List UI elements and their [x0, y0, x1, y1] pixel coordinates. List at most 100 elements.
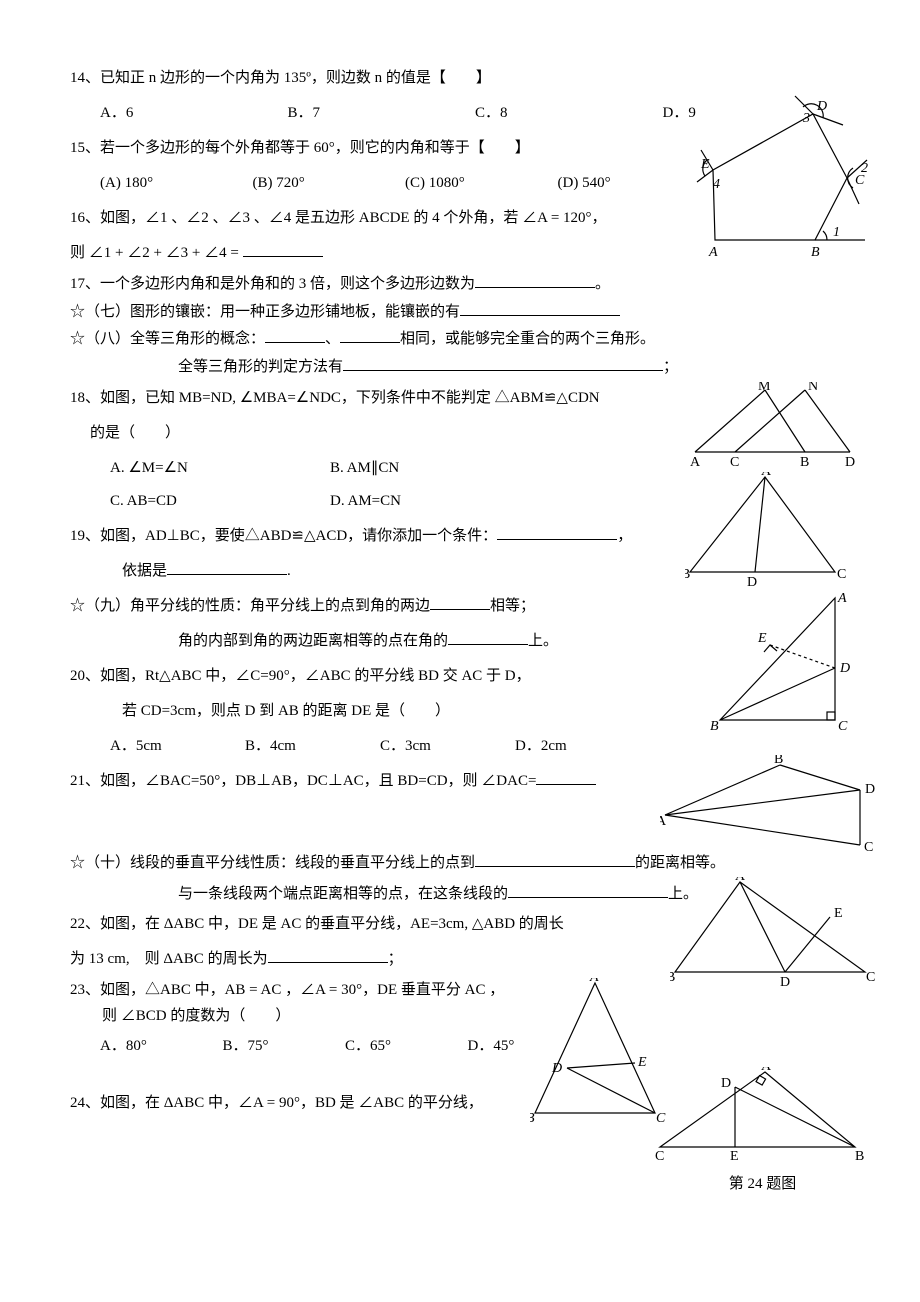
q19-blank1: [497, 525, 617, 540]
svg-text:A: A: [735, 877, 746, 884]
q21-text: 21、如图，∠BAC=50°，DB⊥AB，DC⊥AC，且 BD=CD，则 ∠DA…: [70, 773, 536, 789]
q15-opt-c: (C) 1080°: [405, 167, 558, 200]
s7-blank: [460, 301, 620, 316]
q23-line2: 则 ∠BCD 的度数为（ ）: [102, 1004, 850, 1028]
q21-blank: [536, 770, 596, 785]
svg-text:D: D: [747, 575, 757, 587]
svg-text:4: 4: [713, 177, 720, 192]
svg-text:D: D: [839, 661, 850, 676]
s9-blank1: [430, 595, 490, 610]
svg-text:E: E: [757, 631, 767, 646]
q16-blank: [243, 242, 323, 257]
q18-opt-c: C. AB=CD: [110, 485, 330, 518]
svg-text:3: 3: [802, 111, 810, 126]
q19-l2b: .: [287, 563, 291, 579]
q17: 17、一个多边形内角和是外角和的 3 倍，则这个多边形边数为 。: [70, 272, 850, 298]
q22-l2a: 为 13 cm, 则 ΔABC 的周长为: [70, 951, 268, 967]
svg-text:E: E: [834, 906, 843, 921]
svg-text:E: E: [700, 157, 710, 172]
svg-text:2: 2: [861, 161, 868, 176]
q17-text: 17、一个多边形内角和是外角和的 3 倍，则这个多边形边数为: [70, 276, 475, 292]
s8-c: 相同，或能够完全重合的两个三角形。: [400, 331, 655, 347]
section-8-line1: ☆（八）全等三角形的概念： 、 相同，或能够完全重合的两个三角形。: [70, 327, 850, 353]
q14-opt-b: B．7: [288, 97, 476, 130]
fig-q19: A BC D: [685, 472, 850, 587]
q23-options: A．80° B．75° C．65° D．45°: [100, 1030, 590, 1063]
q19-blank2: [167, 560, 287, 575]
q19-l2a: 依据是: [122, 563, 167, 579]
s8-l2c: ；: [663, 359, 678, 375]
section-10-line1: ☆（十）线段的垂直平分线性质：线段的垂直平分线上的点到 的距离相等。: [70, 847, 850, 880]
svg-text:1: 1: [833, 225, 840, 240]
svg-text:B: B: [811, 245, 820, 260]
svg-text:D: D: [551, 1061, 562, 1076]
q15-options: (A) 180° (B) 720° (C) 1080° (D) 540°: [100, 167, 710, 200]
q14-opt-c: C．8: [475, 97, 663, 130]
s8-blank1: [265, 328, 325, 343]
fig-q22: AB CD E: [670, 877, 880, 987]
svg-text:C: C: [838, 719, 848, 734]
svg-text:B: B: [685, 567, 690, 582]
q20-opt-d: D．2cm: [515, 730, 650, 763]
q19-l1a: 19、如图，AD⊥BC，要使△ABD≌△ACD，请你添加一个条件：: [70, 528, 497, 544]
s10-blank2: [508, 883, 668, 898]
q20-opt-b: B．4cm: [245, 730, 380, 763]
s8-b: 、: [325, 331, 340, 347]
q20-opt-a: A．5cm: [110, 730, 245, 763]
section-8-line2: 全等三角形的判定方法有 ；: [178, 355, 850, 381]
q16-line2-text: 则 ∠1 + ∠2 + ∠3 + ∠4 =: [70, 245, 243, 261]
s9-blank2: [448, 630, 528, 645]
q22-blank: [268, 948, 388, 963]
svg-text:C: C: [866, 970, 875, 985]
svg-text:D: D: [721, 1076, 731, 1091]
section-7: ☆（七）图形的镶嵌：用一种正多边形铺地板，能镶嵌的有: [70, 300, 850, 326]
svg-text:D: D: [845, 455, 855, 467]
svg-text:A: A: [660, 814, 667, 829]
s8-a: ☆（八）全等三角形的概念：: [70, 331, 265, 347]
s10-l1a: ☆（十）线段的垂直平分线性质：线段的垂直平分线上的点到: [70, 855, 475, 871]
q19-l1b: ，: [617, 528, 632, 544]
svg-text:A: A: [837, 591, 847, 606]
svg-text:D: D: [816, 99, 827, 114]
svg-text:M: M: [758, 382, 771, 394]
q18-opt-a: A. ∠M=∠N: [110, 452, 330, 485]
q23-opt-c: C．65°: [345, 1030, 468, 1063]
svg-text:E: E: [637, 1055, 647, 1070]
svg-text:A: A: [761, 1067, 772, 1074]
svg-text:B: B: [800, 455, 809, 467]
s9-l2b: 上。: [528, 633, 558, 649]
svg-text:C: C: [864, 840, 873, 855]
q15-opt-a: (A) 180°: [100, 167, 253, 200]
s9-l2a: 角的内部到角的两边距离相等的点在角的: [178, 633, 448, 649]
s9-l1b: 相等；: [490, 598, 535, 614]
s8-blank2: [340, 328, 400, 343]
s10-blank1: [475, 852, 635, 867]
svg-text:A: A: [761, 472, 772, 479]
fig-q18: A C B D M N: [690, 382, 860, 467]
q15-opt-b: (B) 720°: [253, 167, 406, 200]
q23-line1: 23、如图，△ABC 中，AB = AC ，∠A = 30°，DE 垂直平分 A…: [70, 978, 850, 1002]
q23-opt-a: A．80°: [100, 1030, 223, 1063]
svg-text:N: N: [808, 382, 818, 394]
q17-suf: 。: [595, 276, 610, 292]
q23-opt-b: B．75°: [223, 1030, 346, 1063]
s8-l2a: 全等三角形的判定方法有: [178, 359, 343, 375]
s7-text: ☆（七）图形的镶嵌：用一种正多边形铺地板，能镶嵌的有: [70, 304, 460, 320]
svg-text:C: C: [730, 455, 739, 467]
svg-text:A: A: [690, 455, 701, 467]
q20-options: A．5cm B．4cm C．3cm D．2cm: [110, 730, 650, 763]
s10-l1b: 的距离相等。: [635, 855, 725, 871]
s9-l1a: ☆（九）角平分线的性质：角平分线上的点到角的两边: [70, 598, 430, 614]
q18-opt-d: D. AM=CN: [330, 485, 550, 518]
q14-opt-a: A．6: [100, 97, 288, 130]
fig-q20: AB CD E: [710, 590, 860, 735]
fig-q24: AB CD E: [655, 1067, 870, 1162]
q18-opt-b: B. AM∥CN: [330, 452, 550, 485]
svg-text:D: D: [865, 782, 875, 797]
q17-blank: [475, 273, 595, 288]
svg-text:C: C: [655, 1149, 664, 1162]
fig-q21: A B C D: [660, 755, 880, 860]
svg-text:B: B: [774, 755, 783, 767]
q22-l2b: ；: [388, 951, 403, 967]
svg-text:A: A: [589, 978, 599, 985]
